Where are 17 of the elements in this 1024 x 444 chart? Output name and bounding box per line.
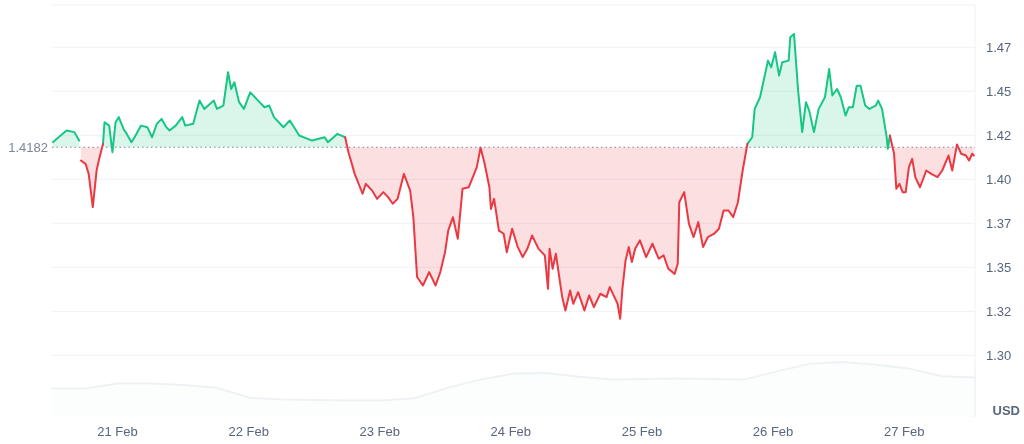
x-tick-label: 27 Feb [883, 424, 925, 439]
y-tick-label: 1.30 [986, 347, 1012, 363]
x-tick-label: 21 Feb [97, 424, 138, 439]
y-tick-label: 1.32 [986, 303, 1012, 319]
x-tick-label: 23 Feb [359, 424, 400, 439]
x-tick-label: 24 Feb [490, 424, 532, 439]
y-tick-label: 1.47 [986, 39, 1012, 55]
x-tick-label: 25 Feb [621, 424, 663, 439]
y-tick-label: 1.45 [986, 83, 1012, 99]
y-axis-title: USD [992, 403, 1020, 418]
ref-line-label: 1.4182 [8, 139, 48, 155]
x-tick-label: 26 Feb [752, 424, 794, 439]
x-tick-label: 22 Feb [228, 424, 269, 439]
y-tick-label: 1.40 [986, 171, 1012, 187]
y-tick-label: 1.35 [986, 259, 1012, 275]
y-tick-label: 1.42 [986, 127, 1012, 143]
y-tick-label: 1.37 [986, 215, 1012, 231]
